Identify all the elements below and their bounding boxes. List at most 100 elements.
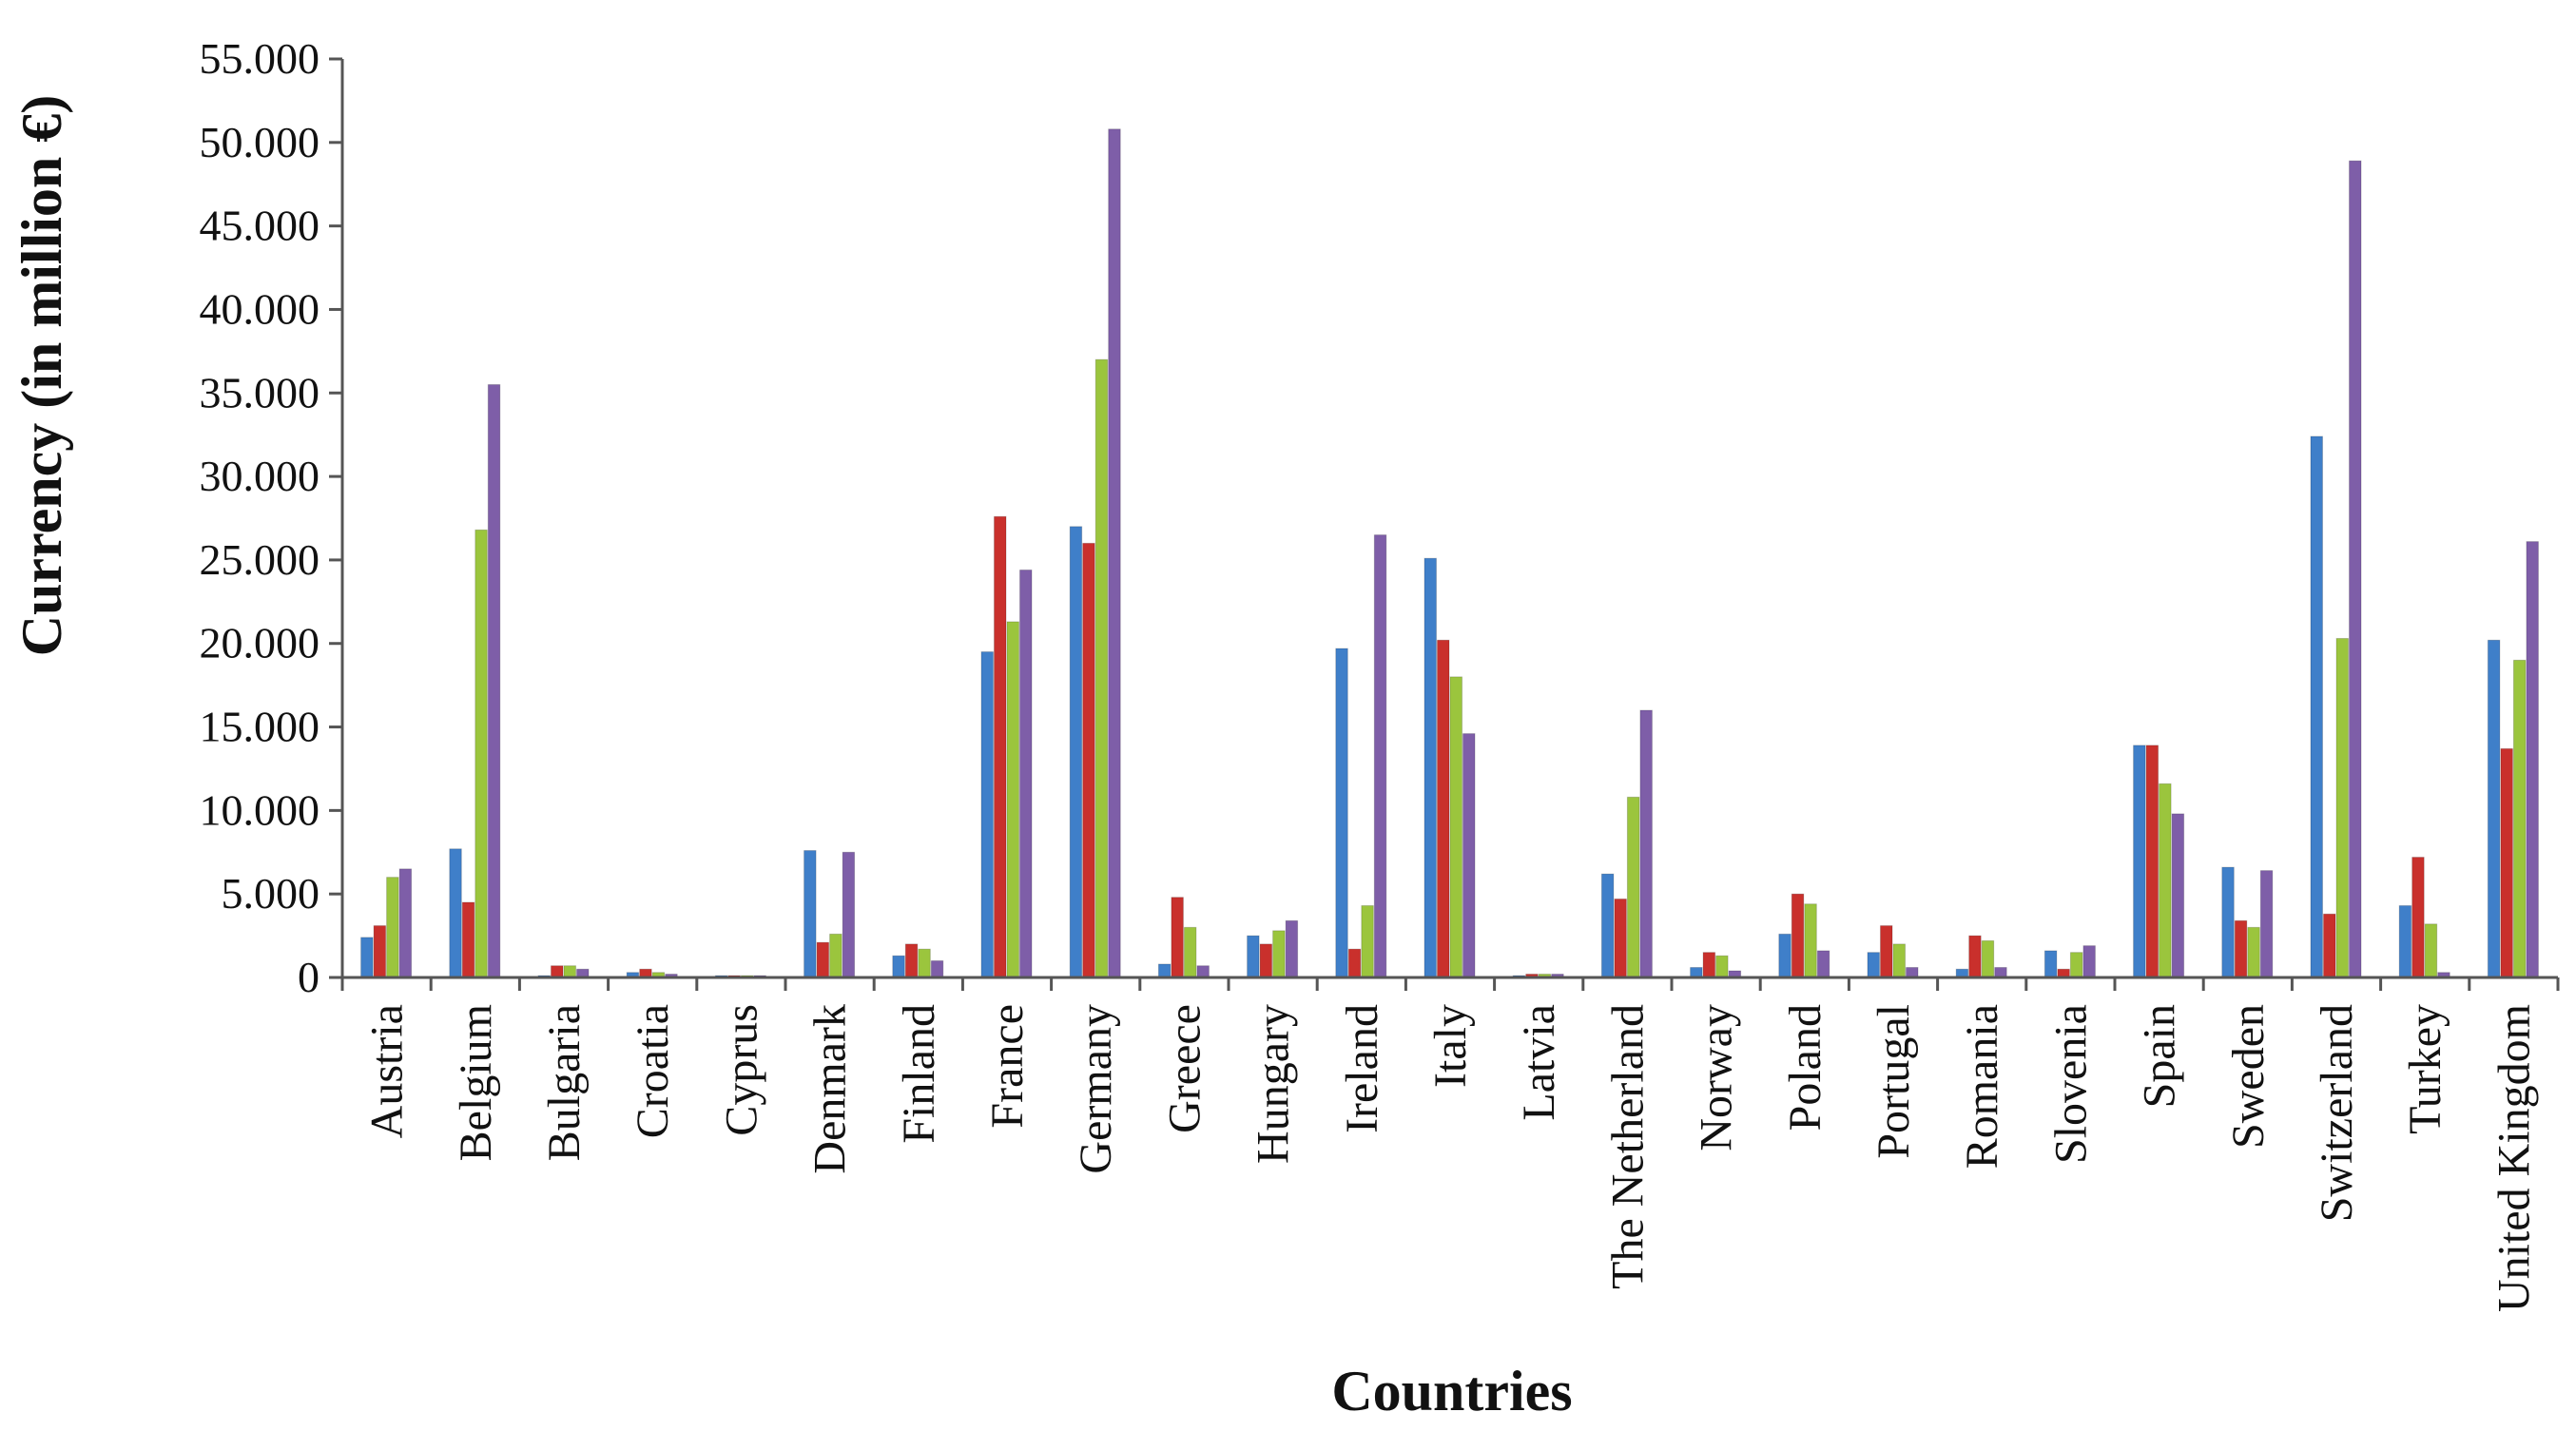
bar [2247, 926, 2260, 978]
bar [1272, 930, 1286, 978]
bar [449, 848, 462, 978]
bar [1285, 919, 1299, 978]
bar [2133, 745, 2146, 978]
y-tick-label: 10.000 [200, 785, 320, 834]
bar [1069, 526, 1083, 978]
x-tick-label: Finland [894, 1004, 944, 1144]
y-ticks-group: 0 5.000 10.000 15.000 20.000 25.000 30.000 35.0… [200, 34, 342, 1001]
bar [1361, 904, 1374, 978]
bar [980, 651, 994, 978]
bar [563, 965, 577, 978]
bar [1981, 939, 1995, 978]
x-tick-label: The Netherland [1602, 1004, 1653, 1289]
bar [360, 937, 374, 978]
x-tick-label: Cyprus [716, 1004, 766, 1136]
x-tick-label: Portugal [1869, 1004, 1919, 1159]
bar [1816, 950, 1830, 978]
bar [1183, 926, 1197, 978]
bar [2259, 870, 2274, 978]
bar [1171, 897, 1184, 978]
bar [2349, 160, 2362, 978]
bar [2069, 952, 2083, 978]
y-tick-label: 35.000 [200, 368, 320, 416]
x-tick-label: Hungary [1249, 1004, 1299, 1164]
x-tick-label: Turkey [2400, 1004, 2450, 1134]
bar [461, 901, 475, 978]
bar [1639, 709, 1653, 978]
bar [2335, 637, 2350, 978]
bar [2221, 866, 2235, 978]
bar [1804, 903, 1817, 978]
bar [1006, 621, 1020, 978]
bar [1867, 952, 1880, 978]
y-tick-label: 0 [298, 953, 320, 1001]
bar [2487, 639, 2501, 978]
x-tick-label: Switzerland [2312, 1004, 2362, 1222]
x-tick-label: Greece [1159, 1004, 1210, 1133]
bar [1702, 952, 1716, 978]
bar [1019, 569, 1033, 978]
bar [550, 965, 564, 978]
x-tick-label: Belgium [451, 1004, 501, 1161]
bar [1259, 943, 1273, 978]
bar [398, 868, 413, 978]
bar [1600, 873, 1615, 978]
bar [475, 529, 488, 978]
y-axis-title: Currency (in million €) [10, 95, 73, 657]
x-tick-label: Poland [1780, 1004, 1830, 1131]
y-tick-label: 55.000 [200, 34, 320, 83]
bar [1335, 648, 1348, 978]
x-tick-label: Spain [2135, 1004, 2185, 1108]
bar [829, 933, 843, 978]
y-tick-label: 40.000 [200, 284, 320, 333]
bar [373, 925, 387, 978]
bar [1094, 358, 1109, 978]
bar [2171, 813, 2185, 978]
x-axis-title: Countries [1331, 1360, 1572, 1422]
x-tick-label: Ireland [1337, 1004, 1387, 1133]
bar [1879, 925, 1893, 978]
bar [1247, 935, 1260, 978]
axes-group [340, 59, 2558, 979]
bar [1082, 542, 1095, 978]
bar [1690, 966, 1703, 978]
bar [1791, 893, 1805, 978]
y-tick-label: 25.000 [200, 535, 320, 584]
y-tick-label: 30.000 [200, 452, 320, 500]
bar [2322, 913, 2336, 978]
bar [904, 943, 919, 978]
bar [1373, 534, 1387, 978]
bar [1715, 955, 1729, 978]
bar [1196, 965, 1210, 978]
x-tick-label: Italy [1425, 1004, 1476, 1088]
bar [1614, 898, 1627, 978]
bar [804, 850, 817, 978]
bar [2145, 745, 2160, 978]
x-tick-label: Denmark [805, 1004, 856, 1174]
y-tick-label: 50.000 [200, 118, 320, 166]
bar [1449, 676, 1463, 978]
bars-group [360, 128, 2539, 978]
x-tick-label: France [982, 1004, 1033, 1129]
bar [930, 959, 944, 978]
x-tick-label: Sweden [2223, 1004, 2274, 1149]
x-tick-label: Latvia [1514, 1004, 1564, 1121]
bar [842, 851, 856, 978]
bar [1994, 966, 2007, 978]
bar [1436, 639, 1450, 978]
x-tick-label: Slovenia [2045, 1004, 2096, 1164]
bar [386, 877, 399, 978]
bar [1424, 557, 1437, 978]
bar [2310, 435, 2323, 978]
bar [2411, 857, 2425, 978]
bar [2082, 945, 2096, 978]
y-tick-label: 5.000 [222, 869, 320, 918]
bar [1968, 935, 1982, 978]
x-tick-label: Bulgaria [539, 1004, 590, 1161]
bar [2043, 950, 2058, 978]
bar [2500, 747, 2513, 978]
x-tick-label: Austria [362, 1004, 413, 1138]
x-tick-label: Norway [1692, 1004, 1742, 1151]
